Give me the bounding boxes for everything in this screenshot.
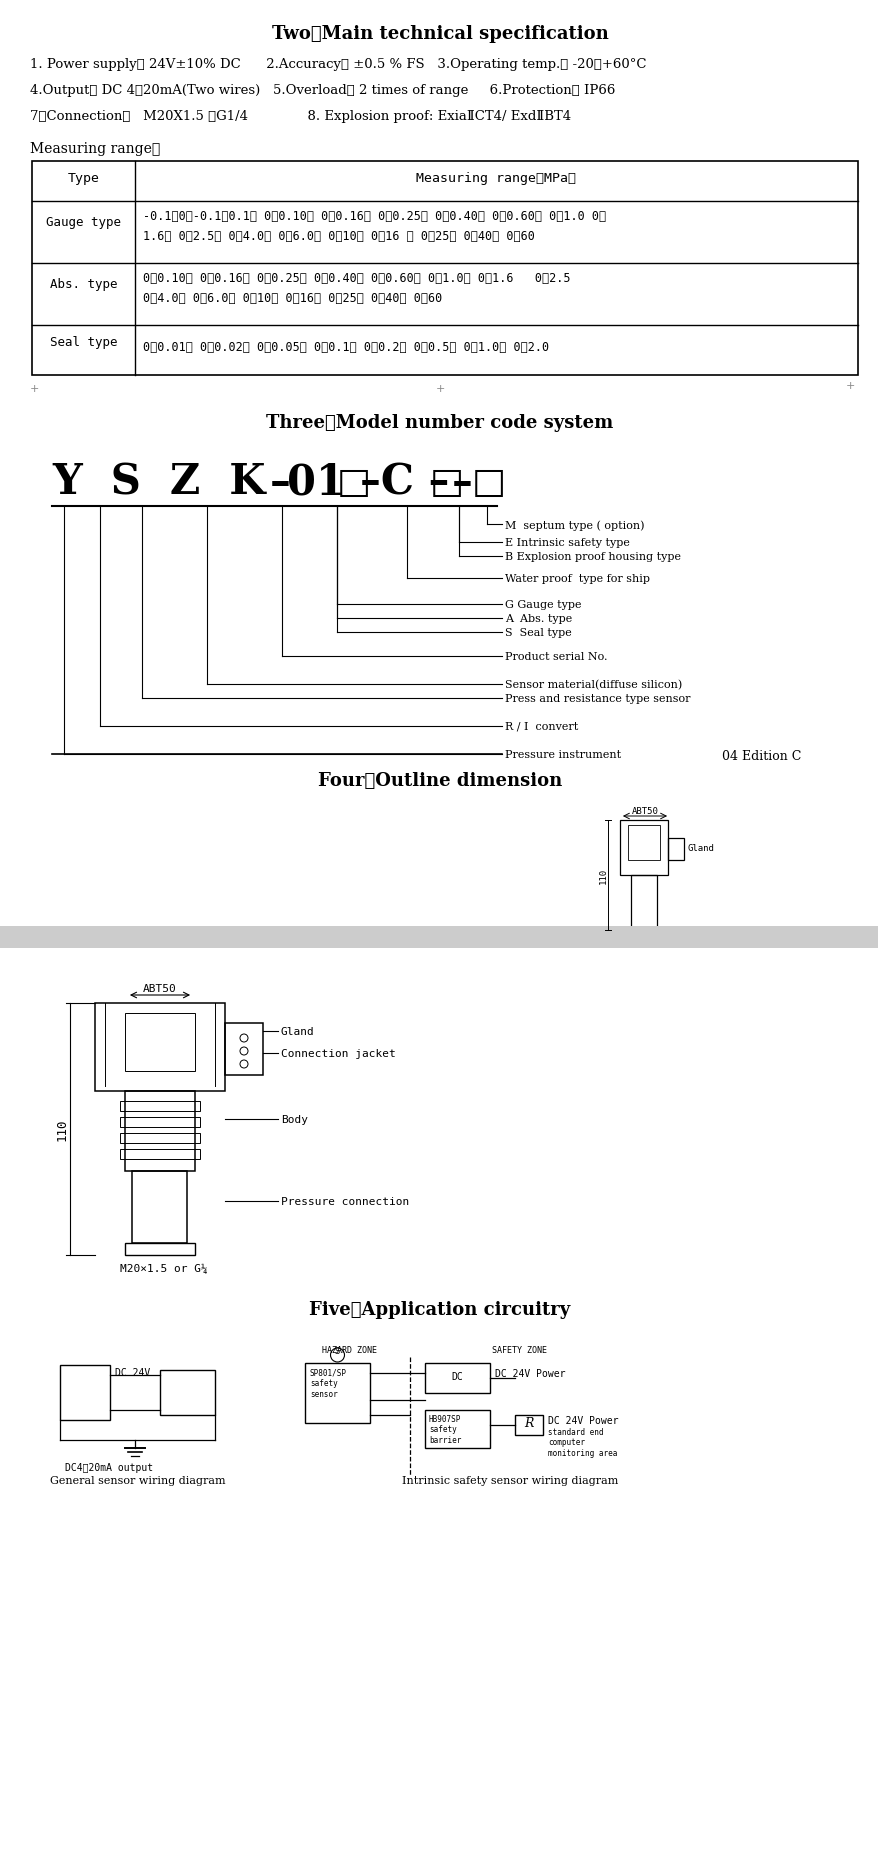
Text: S  Seal type: S Seal type [505,628,571,637]
Text: S: S [335,1348,340,1355]
Text: SAFETY ZONE: SAFETY ZONE [492,1346,547,1355]
Text: DC 24V: DC 24V [115,1368,150,1377]
Text: 0～4.0、 0～6.0、 0～10、 0～16、 0～25、 0～40、 0～60: 0～4.0、 0～6.0、 0～10、 0～16、 0～25、 0～40、 0～… [143,293,442,306]
Bar [515,1415,543,1435]
Text: +: + [30,384,40,393]
Text: 110: 110 [598,867,607,884]
Text: G Gauge type: G Gauge type [505,600,581,610]
Text: DC4～20mA output: DC4～20mA output [65,1461,153,1473]
Bar [60,1364,110,1420]
Text: Y  S  Z  K: Y S Z K [52,462,265,503]
Text: Four、Outline dimension: Four、Outline dimension [318,772,562,790]
Text: -0.1～0、-0.1～0.1、 0～0.10、 0～0.16、 0～0.25、 0～0.40、 0～0.60、 0～1.0 0～: -0.1～0、-0.1～0.1、 0～0.10、 0～0.16、 0～0.25、… [143,211,606,224]
Bar [627,826,659,861]
Text: Seal type: Seal type [50,336,117,349]
Text: E Intrinsic safety type: E Intrinsic safety type [505,537,630,548]
Text: HB907SP
safety
barrier: HB907SP safety barrier [428,1415,461,1445]
Text: HAZARD ZONE: HAZARD ZONE [322,1346,377,1355]
Text: SP801/SP
safety
sensor: SP801/SP safety sensor [310,1368,347,1398]
Text: Sensor material(diffuse silicon): Sensor material(diffuse silicon) [505,680,681,690]
Text: Measuring range（MPa）: Measuring range（MPa） [416,171,576,185]
Text: □: □ [336,466,371,500]
Bar [225,1023,263,1076]
Text: DC: DC [451,1372,463,1381]
Bar [120,1117,200,1128]
Text: Press and resistance type sensor: Press and resistance type sensor [505,693,690,703]
Text: □: □ [471,466,506,500]
Text: 1. Power supply： 24V±10% DC      2.Accuracy： ±0.5 % FS   3.Operating temp.： -20～: 1. Power supply： 24V±10% DC 2.Accuracy： … [30,58,645,71]
Bar [425,1363,489,1392]
Text: Pressure instrument: Pressure instrument [505,749,621,761]
Text: Body: Body [281,1115,307,1124]
Bar [125,1014,195,1072]
Text: +: + [435,384,444,393]
Text: M  septum type ( option): M septum type ( option) [505,520,644,529]
Bar [125,1092,195,1171]
Text: □: □ [429,466,464,500]
Text: standard end
computer
monitoring area: standard end computer monitoring area [547,1428,616,1458]
Bar [425,1411,489,1448]
Text: Pressure connection: Pressure connection [281,1197,409,1206]
Text: Two、Main technical specification: Two、Main technical specification [271,24,608,43]
Text: Five、Application circuitry: Five、Application circuitry [309,1301,570,1318]
Text: –: – [451,462,472,503]
Text: Type: Type [68,171,99,185]
Text: 110: 110 [55,1118,68,1141]
Text: B Explosion proof housing type: B Explosion proof housing type [505,552,680,561]
Text: DC 24V Power: DC 24V Power [547,1415,618,1426]
Text: 1.6、 0～2.5、 0～4.0、 0～6.0、 0～10、 0～16 、 0～25、 0～40、 0～60: 1.6、 0～2.5、 0～4.0、 0～6.0、 0～10、 0～16 、 0… [143,229,535,242]
Text: R / I  convert: R / I convert [505,721,578,731]
Text: Gauge type: Gauge type [46,216,121,229]
Bar [619,820,667,876]
Text: R: R [523,1417,533,1430]
Text: Intrinsic safety sensor wiring diagram: Intrinsic safety sensor wiring diagram [401,1474,617,1486]
Text: 04 Edition C: 04 Edition C [721,749,801,762]
Text: ABT50: ABT50 [631,807,658,816]
Bar [160,1370,215,1415]
Text: Gland: Gland [281,1027,314,1036]
Bar [132,1171,187,1243]
Text: 0～0.01、 0～0.02、 0～0.05、 0～0.1、 0～0.2、 0～0.5、 0～1.0、 0～2.0: 0～0.01、 0～0.02、 0～0.05、 0～0.1、 0～0.2、 0～… [143,341,549,354]
Text: A  Abs. type: A Abs. type [505,613,572,624]
Text: Water proof  type for ship: Water proof type for ship [505,574,649,583]
Text: M20×1.5 or G¼: M20×1.5 or G¼ [120,1264,207,1273]
Bar [305,1363,370,1424]
Text: 4.Output： DC 4～20mA(Two wires)   5.Overload： 2 times of range     6.Protection： : 4.Output： DC 4～20mA(Two wires) 5.Overloa… [30,84,615,97]
Text: –: – [270,462,291,503]
Bar [32,162,857,377]
Bar [120,1102,200,1111]
Text: Connection jacket: Connection jacket [281,1048,395,1059]
Bar [630,876,656,930]
Bar [120,1150,200,1159]
Text: Measuring range：: Measuring range： [30,142,160,157]
Bar [120,1133,200,1143]
Bar [125,1243,195,1254]
Text: ABT50: ABT50 [143,984,176,994]
Bar [0,926,878,949]
Text: –C –: –C – [360,462,449,503]
Text: 01: 01 [287,462,344,503]
Bar [95,1003,225,1092]
Text: Gland: Gland [687,844,714,854]
Text: Three、Model number code system: Three、Model number code system [266,414,613,432]
Text: Product serial No.: Product serial No. [505,652,607,662]
Text: DC 24V Power: DC 24V Power [494,1368,565,1377]
Text: 7、Connection：   M20X1.5 、G1/4              8. Explosion proof: ExiaⅡCT4/ ExdⅡBT4: 7、Connection： M20X1.5 、G1/4 8. Explosion… [30,110,571,123]
Bar [667,839,683,861]
Text: Abs. type: Abs. type [50,278,117,291]
Text: +: + [845,380,854,391]
Text: 0～0.10、 0～0.16、 0～0.25、 0～0.40、 0～0.60、 0～1.0、 0～1.6   0～2.5: 0～0.10、 0～0.16、 0～0.25、 0～0.40、 0～0.60、 … [143,272,570,285]
Text: General sensor wiring diagram: General sensor wiring diagram [50,1474,225,1486]
